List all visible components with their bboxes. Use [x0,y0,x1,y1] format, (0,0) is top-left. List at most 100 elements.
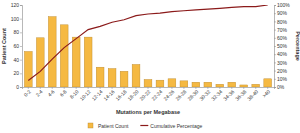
tick-mark [20,46,22,47]
tick: 60% [274,35,288,41]
tick-mark [219,87,220,89]
tick-mark [136,87,137,89]
bar [240,85,248,87]
tick-mark [274,62,276,63]
tick-mark [20,73,22,74]
tick-mark [112,87,113,89]
tick: 100% [274,2,290,8]
legend-label: Cumulative Percentage [150,123,202,129]
bar [72,37,80,87]
bar [144,79,152,87]
bar [252,84,260,87]
tick-mark [28,87,29,89]
tick-label: 4-6 [46,88,56,98]
tick-mark [20,5,22,6]
tick: 22-24 [150,87,163,102]
y-axis: 020406080100120 [11,2,23,90]
tick-label: 100% [277,2,290,8]
tick: 0% [274,84,285,90]
bar [36,38,44,87]
tick: 0 [16,84,22,90]
tick-label: 38-40 [246,88,259,101]
tick-mark [274,30,276,31]
tick-mark [255,87,256,89]
tick-label: 0% [277,84,285,90]
tick-label: 60% [277,35,288,41]
bar [180,81,188,87]
tick-label: 28-30 [186,88,199,101]
tick-label: 2-4 [34,88,44,98]
tick-mark [274,54,276,55]
tick-mark [274,13,276,14]
tick-mark [20,60,22,61]
legend-item: Patient Count [88,123,129,129]
legend-label: Patient Count [98,123,129,129]
legend-swatch [140,125,148,126]
tick: 30% [274,60,288,66]
tick-mark [243,87,244,89]
tick-mark [183,87,184,89]
tick: 50% [274,43,288,49]
tick-label: 26-28 [174,88,187,101]
tick-label: 90% [277,10,288,16]
tick: 120 [11,2,22,8]
tick-mark [195,87,196,89]
tick: 38-40 [246,87,259,102]
tick: 16-18 [114,87,127,102]
tick: 40 [13,57,22,63]
tick: 18-20 [126,87,139,102]
tick-mark [20,32,22,33]
tick-mark [274,21,276,22]
legend-swatch [88,123,93,128]
tick: 36-38 [234,87,247,102]
tick: 28-30 [186,87,199,102]
tick: 90% [274,10,288,16]
tick-label: 6-8 [58,88,68,98]
tick: 80 [13,29,22,35]
tick-label: 40% [277,51,288,57]
tick: 10-12 [78,87,91,102]
tick-mark [124,87,125,89]
tick: 100 [11,16,22,22]
tick-mark [274,79,276,80]
bar [24,51,32,87]
tick-label: 34-36 [222,88,235,101]
tick-label: 80 [13,29,19,35]
legend: Patient Count Cumulative Percentage [88,123,203,129]
tick-label: 32-34 [210,88,223,101]
y2-axis-title: Percentage [295,31,300,61]
tick-mark [20,87,22,88]
tick-mark [76,87,77,89]
tick-label: 80% [277,19,288,25]
tick: >40 [261,87,271,99]
tick: 40% [274,51,288,57]
tick: 2-4 [34,87,44,98]
bar [120,71,128,87]
tick: 24-26 [162,87,175,102]
tick-label: 60 [13,43,19,49]
tick-label: 0 [16,84,19,90]
tick-label: 14-16 [102,88,115,101]
tick: 20% [274,68,288,74]
tick-label: 40 [13,57,19,63]
line [28,5,267,80]
tick: 10% [274,76,288,82]
tick-mark [171,87,172,89]
y-axis-title: Patient Count [1,28,7,64]
bar [204,82,212,87]
tick-label: 36-38 [234,88,247,101]
tick-mark [159,87,160,89]
tick-label: 20-22 [138,88,151,101]
tick-mark [100,87,101,89]
tick-mark [52,87,53,89]
tick: 70% [274,27,288,33]
legend-item: Cumulative Percentage [140,123,202,129]
tick-mark [267,87,268,89]
tick: 20-22 [138,87,151,102]
tick-label: 50% [277,43,288,49]
tick: 30-32 [198,87,211,102]
bar [48,17,56,87]
bar [168,79,176,87]
axis-line [23,88,275,90]
tick-mark [40,87,41,89]
